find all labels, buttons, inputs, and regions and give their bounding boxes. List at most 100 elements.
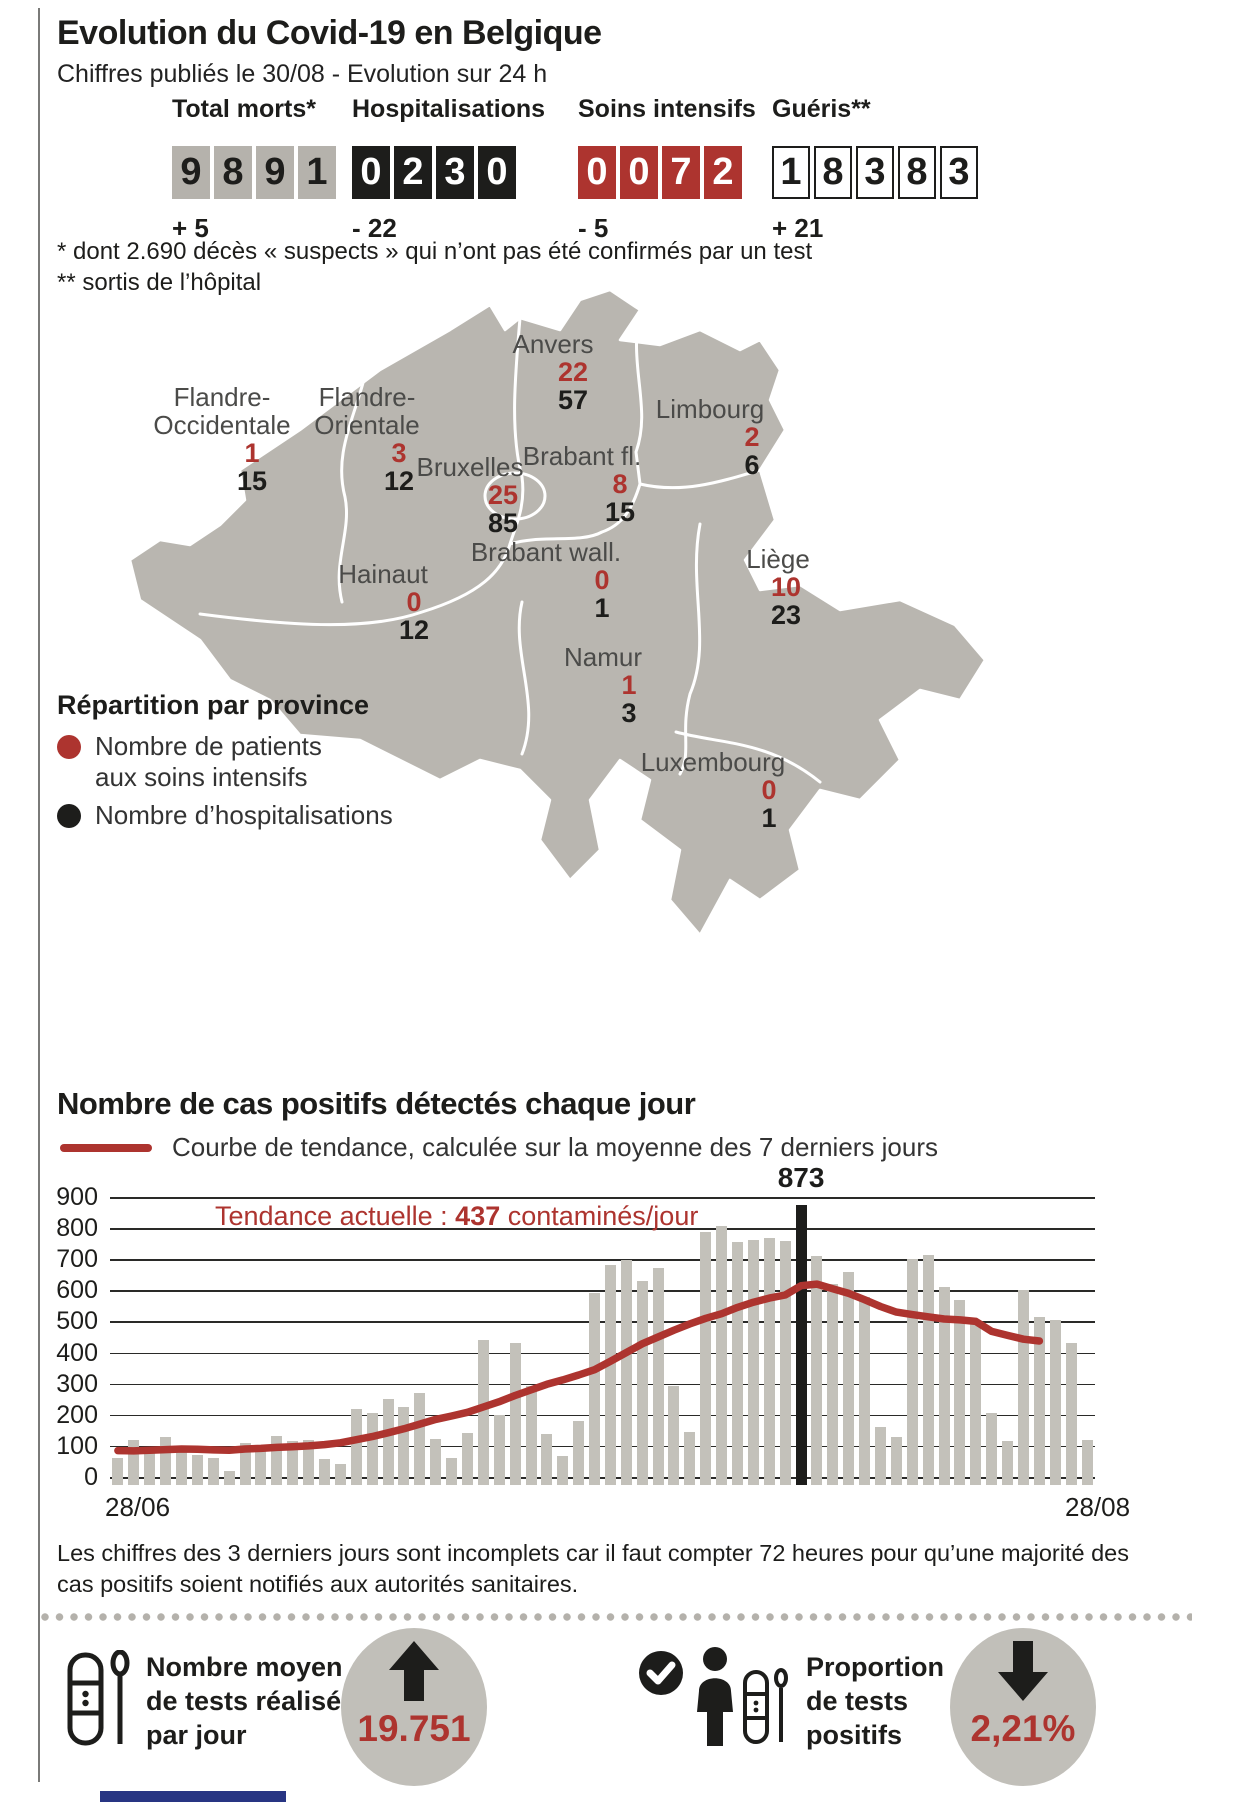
bar-day [1065, 1343, 1077, 1485]
counter-label: Guéris** [772, 95, 871, 123]
y-axis-tick-label: 0 [84, 1463, 98, 1491]
y-axis-tick-label: 900 [56, 1183, 98, 1211]
province-hosp-count: 15 [236, 466, 268, 496]
province-limbourg: Limbourg 2 6 [656, 395, 764, 479]
tests-per-day-label: Nombre moyen de tests réalisés par jour [146, 1652, 357, 1750]
icu-dot-icon [57, 735, 81, 759]
province-icu-count: 22 [557, 357, 589, 387]
footnote-deaths: * dont 2.690 décès « suspects » qui n’on… [57, 238, 813, 265]
trend-line [114, 1280, 1044, 1455]
province-name: Luxembourg [640, 747, 786, 777]
bar-day [493, 1414, 505, 1485]
province-name: Brabant wall. [470, 537, 622, 567]
brand-blue-bar [100, 1791, 286, 1802]
bar-day [303, 1439, 315, 1485]
province-brabant-wallon: Brabant wall. 0 1 [471, 538, 621, 622]
province-icu-count: 0 [761, 775, 777, 805]
border-namur-liege [678, 522, 702, 776]
bar-day [700, 1232, 712, 1485]
province-name: Hainaut [338, 559, 428, 589]
counter-digit-box: 8 [814, 146, 852, 199]
legend-hosp: Nombre d’hospitalisations [57, 800, 393, 831]
counter-digit-box: 2 [394, 146, 432, 199]
bar-day [414, 1392, 426, 1485]
bar-day [763, 1238, 775, 1485]
bar-day [509, 1343, 521, 1485]
bar-day [732, 1241, 744, 1485]
bar-day [175, 1450, 187, 1485]
bar-day [668, 1385, 680, 1485]
counter-digit-box: 3 [940, 146, 978, 199]
counter-digit-box: 0 [578, 146, 616, 199]
bar-day [954, 1299, 966, 1485]
counter-label: Total morts* [172, 95, 316, 123]
bar-day [747, 1240, 759, 1485]
bar-day [398, 1406, 410, 1485]
bar-day [859, 1296, 871, 1485]
province-hosp-count: 23 [770, 600, 802, 630]
province-name: Brabant fl. [522, 441, 642, 471]
bar-day [875, 1427, 887, 1485]
bar-day [604, 1264, 616, 1485]
bar-day [1081, 1439, 1093, 1485]
province-hosp-count: 12 [398, 615, 430, 645]
bar-day [287, 1440, 299, 1485]
y-axis-tick-label: 100 [56, 1431, 98, 1460]
footnote-recovered: ** sortis de l’hôpital [57, 269, 262, 296]
counter-digit-box: 0 [478, 146, 516, 199]
bar-day [843, 1271, 855, 1485]
bar-day [144, 1449, 156, 1485]
gridline-y900 [110, 1197, 1095, 1199]
chart-footnote: Les chiffres des 3 derniers jours sont i… [57, 1540, 1129, 1597]
positive-rate-badge: 2,21% [950, 1628, 1096, 1786]
gridline-y300 [110, 1383, 1095, 1386]
gridline-y100 [110, 1445, 1095, 1448]
dotted-separator [40, 1612, 1192, 1622]
x-axis-start-label: 28/06 [105, 1492, 171, 1522]
province-name: Anvers [512, 329, 594, 359]
province-hosp-count: 57 [557, 385, 589, 415]
bar-day [986, 1413, 998, 1485]
province-anvers: Anvers 22 57 [513, 330, 594, 414]
y-axis-tick-label: 300 [56, 1369, 98, 1398]
counter-digit-box: 2 [704, 146, 742, 199]
counter-digit-box: 1 [298, 146, 336, 199]
check-circle-icon [639, 1651, 683, 1695]
province-namur: Namur 1 3 [564, 643, 642, 727]
bar-day [938, 1287, 950, 1485]
province-hosp-count: 1 [761, 803, 777, 833]
y-axis-tick-label: 700 [56, 1245, 98, 1274]
gridline-y800 [110, 1228, 1095, 1230]
border-flor-anvers [508, 316, 525, 546]
x-axis-end-label: 28/08 [1065, 1492, 1131, 1522]
bar-day [636, 1281, 648, 1485]
y-axis-tick-label: 500 [56, 1307, 98, 1336]
counter-change: + 21 [772, 213, 824, 243]
province-liege: Liège 10 23 [746, 545, 810, 629]
bar-day [382, 1398, 394, 1485]
province-hosp-count: 3 [621, 698, 637, 728]
bar-day [589, 1293, 601, 1485]
y-axis-tick-label: 400 [56, 1338, 98, 1367]
hospitalisation-dot-icon [57, 804, 81, 828]
counter-digit-box: 9 [256, 146, 294, 199]
bar-peak-day [795, 1205, 807, 1485]
counter-digit-box: 9 [172, 146, 210, 199]
province-icu-count: 0 [406, 587, 422, 617]
counter-digit-box: 3 [856, 146, 894, 199]
left-border-rule [38, 8, 40, 1782]
bar-day [430, 1438, 442, 1485]
border-flandres [337, 350, 372, 604]
bar-day [1049, 1319, 1061, 1485]
map-legend-title: Répartition par province [57, 690, 370, 720]
current-trend-annotation: Tendance actuelle : 437 contaminés/jour [215, 1201, 699, 1231]
bar-day [620, 1259, 632, 1485]
positive-rate-label: Proportion de tests positifs [806, 1652, 944, 1750]
tests-per-day-value: 19.751 [357, 1708, 471, 1749]
bar-day [1002, 1441, 1014, 1485]
province-name: Bruxelles [416, 452, 524, 482]
gridline-y700 [110, 1259, 1095, 1261]
y-axis-tick-label: 800 [56, 1214, 98, 1243]
